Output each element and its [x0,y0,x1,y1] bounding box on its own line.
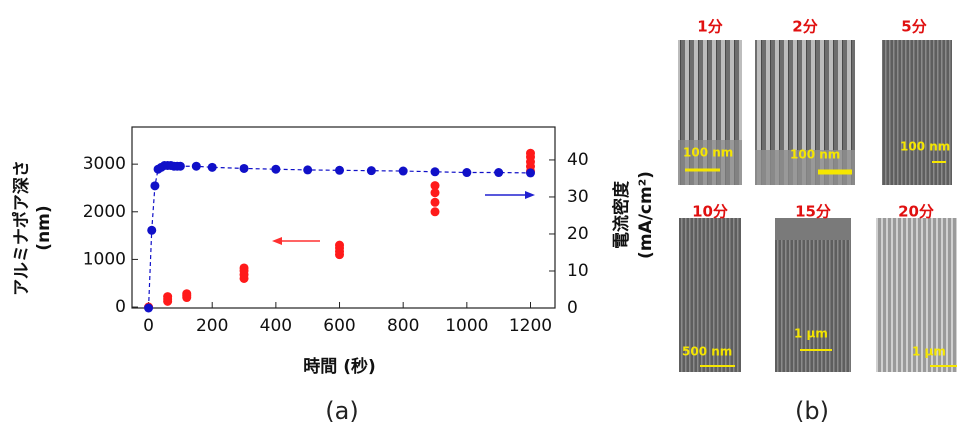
y-tick-label: 2000 [83,202,126,222]
sem-panel [678,40,957,372]
data-point [182,289,192,299]
data-point [525,168,535,178]
x-tick-label: 0 [143,316,154,336]
data-point [525,148,535,158]
y-axis-label: (nm) [34,205,54,250]
y2-tick-label: 0 [567,298,578,318]
sem-image [679,218,741,372]
data-point [494,168,504,178]
sem-image [876,218,957,372]
sem-image-base [678,140,742,185]
y2-tick-label: 40 [567,150,589,170]
y2-axis-label: (mA/cm²) [636,171,656,259]
sem-image [882,40,952,185]
sem-scale-label: 100 nm [683,146,733,160]
x-tick-label: 200 [196,316,228,336]
x-tick-label: 400 [260,316,292,336]
arrow-head [272,237,282,245]
sem-time-label: 1分 [697,18,722,36]
sem-scale-label: 100 nm [790,148,840,162]
x-axis-label: 時間 (秒) [303,356,375,377]
data-point [175,161,185,171]
y2-tick-label: 30 [567,187,589,207]
plot-frame [131,126,556,309]
data-point [239,163,249,173]
y2-tick-label: 20 [567,224,589,244]
sem-time-label: 15分 [795,203,831,221]
x-tick-label: 1200 [509,316,552,336]
x-tick-label: 800 [387,316,419,336]
x-tick-label: 600 [323,316,355,336]
data-point [430,207,440,217]
sem-time-label: 2分 [792,18,817,36]
data-point [163,292,173,302]
sem-time-label: 5分 [901,18,926,36]
data-point [150,181,160,191]
y-tick-label: 1000 [83,249,126,269]
sem-time-label: 10分 [692,203,728,221]
y2-tick-label: 10 [567,261,589,281]
data-point [430,188,440,198]
sem-time-label: 20分 [898,203,934,221]
sem-image-top [775,218,851,240]
data-point [147,225,157,235]
y2-axis-label: 電流密度 [611,180,632,249]
data-point [462,168,472,178]
sem-image-base [755,150,855,185]
panel-label: (b) [795,397,829,425]
data-point [335,240,345,250]
series-line [147,164,531,309]
data-point [430,181,440,191]
panel-label: (a) [325,397,358,425]
data-point [207,162,217,172]
data-point [430,197,440,207]
sem-scale-label: 100 nm [900,140,950,154]
data-point [335,165,345,175]
sem-image [775,218,851,372]
sem-scale-label: 1 μm [794,327,828,341]
data-point [239,263,249,273]
data-point [430,167,440,177]
data-point [271,164,281,174]
y-tick-label: 0 [115,297,126,317]
data-point [366,166,376,176]
data-point [191,161,201,171]
data-point [303,165,313,175]
arrow-head [525,191,535,199]
y-axis-label: アルミナポア深さ [11,160,32,296]
x-tick-label: 1000 [445,316,488,336]
sem-scale-label: 500 nm [682,345,732,359]
data-point [144,303,154,313]
y-tick-label: 3000 [83,154,126,174]
sem-scale-label: 1 μm [912,345,946,359]
data-point [398,166,408,176]
